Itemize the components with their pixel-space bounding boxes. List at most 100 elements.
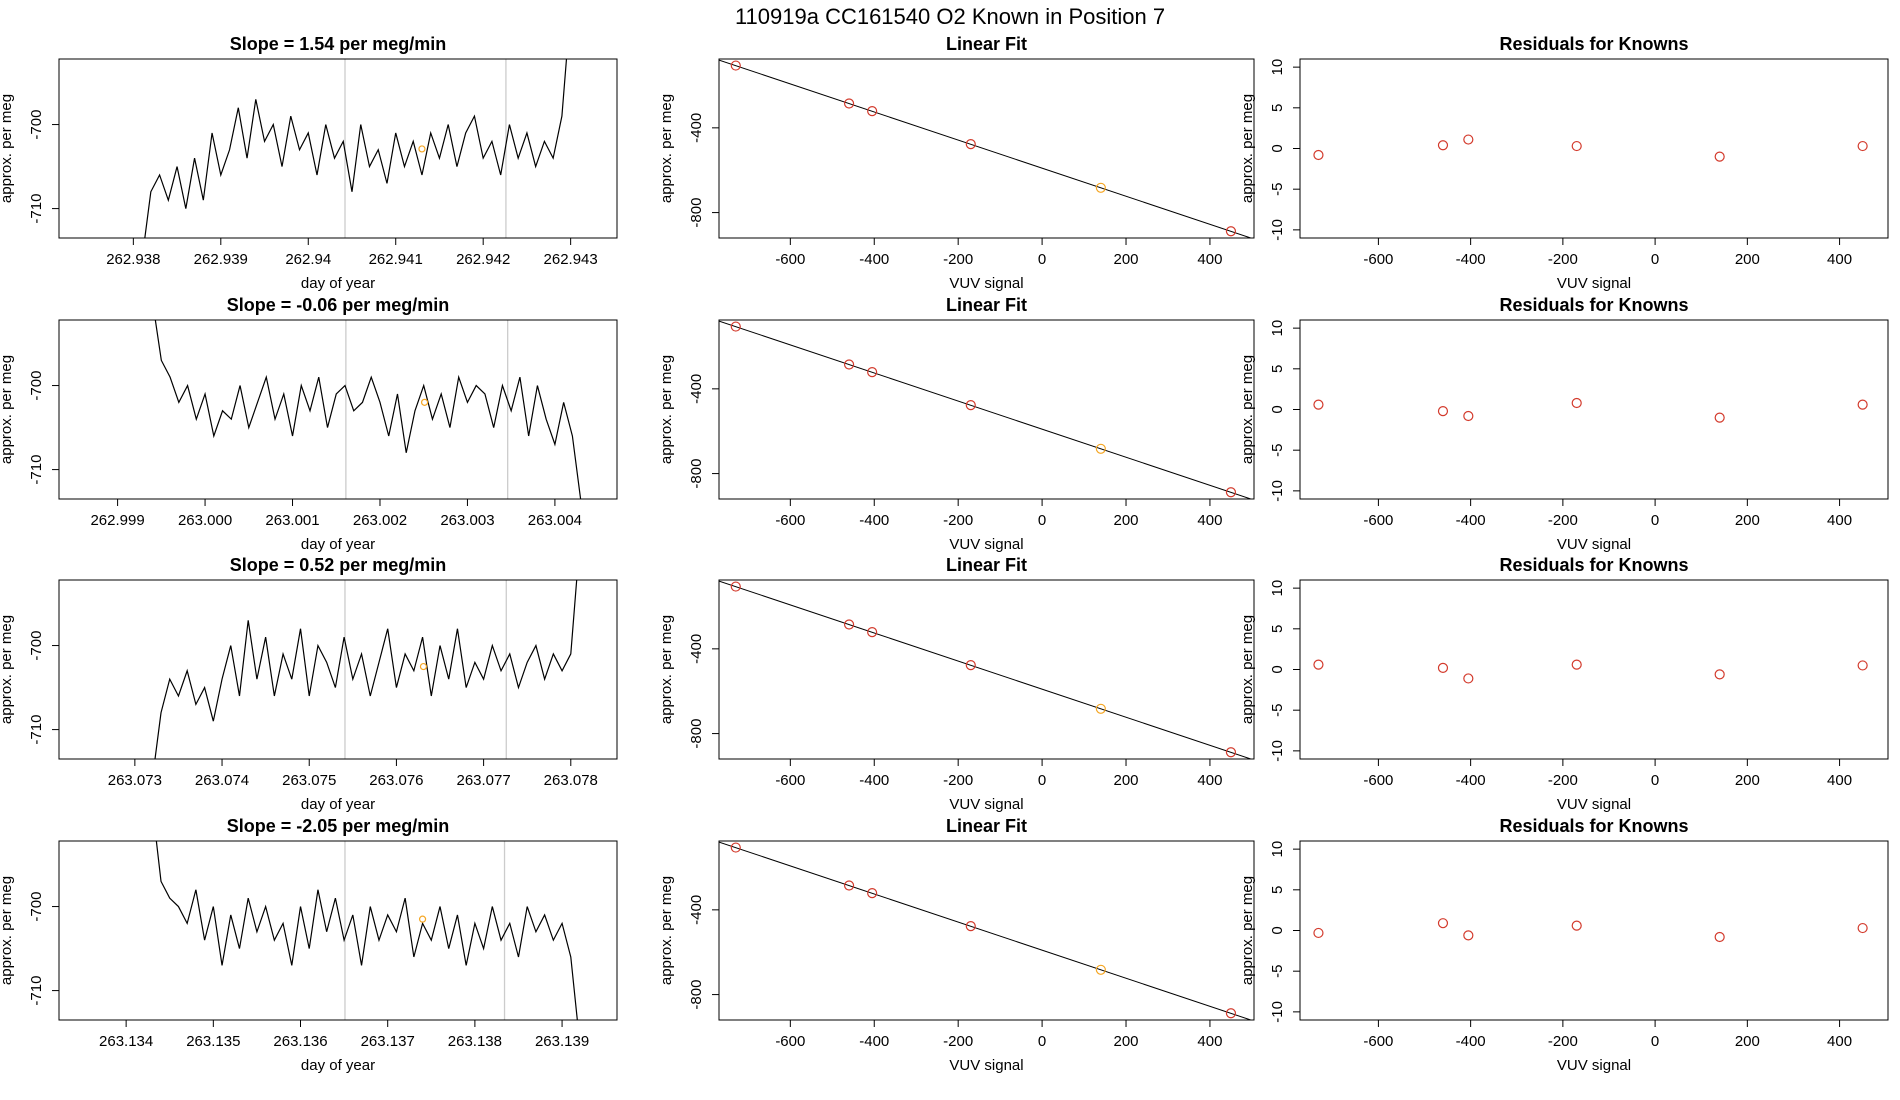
data-point (1463, 134, 1474, 145)
data-point (1714, 412, 1725, 423)
panel: Linear Fit VUV signal approx. per meg -600 -… (658, 555, 1255, 813)
data-point (1857, 922, 1868, 934)
fit-line (719, 580, 1253, 759)
x-tick-label: 263.138 (448, 1033, 502, 1050)
x-tick-label: -400 (1456, 772, 1486, 789)
x-axis-label: VUV signal (949, 536, 1023, 553)
y-axis-label: approx. per meg (658, 94, 675, 203)
x-tick-label: -200 (943, 512, 973, 529)
x-tick-label: -400 (859, 512, 889, 529)
x-axis-label: VUV signal (949, 796, 1023, 813)
fit-line (719, 841, 1253, 1020)
data-point (730, 321, 741, 332)
x-tick-label: 0 (1651, 251, 1659, 268)
plot-frame (58, 579, 618, 760)
series-line (144, 59, 568, 238)
x-tick-label: 200 (1114, 512, 1139, 529)
data-point (1437, 140, 1449, 151)
plot-frame (58, 319, 618, 500)
y-tick-label: 0 (1269, 144, 1286, 152)
x-tick-label: -200 (1548, 772, 1578, 789)
marker-point (418, 915, 427, 923)
x-tick-label: 262.943 (544, 251, 598, 268)
data-point (1313, 399, 1324, 410)
x-axis-label: day of year (301, 1057, 375, 1074)
x-tick-label: 400 (1197, 772, 1222, 789)
data-point (1714, 151, 1725, 162)
x-tick-label: -200 (1548, 512, 1578, 529)
data-point (1571, 659, 1582, 670)
series-line (154, 580, 578, 759)
x-tick-label: 0 (1038, 251, 1046, 268)
plot-frame (1299, 58, 1889, 239)
x-tick-label: 200 (1114, 772, 1139, 789)
y-tick-label: 5 (1269, 625, 1286, 633)
panel-title: Linear Fit (946, 295, 1027, 315)
y-tick-label: 0 (1269, 405, 1286, 413)
data-point (1313, 659, 1324, 670)
x-tick-label: -400 (859, 1033, 889, 1050)
y-tick-label: -800 (688, 198, 705, 228)
data-point (1437, 662, 1449, 673)
panel: Linear Fit VUV signal approx. per meg -600 -… (658, 816, 1255, 1074)
x-tick-label: 262.939 (194, 251, 248, 268)
data-point (965, 400, 976, 411)
y-axis-label: approx. per meg (1239, 615, 1256, 724)
x-tick-label: 263.139 (535, 1033, 589, 1050)
data-point (1095, 964, 1106, 975)
data-point (843, 619, 855, 630)
x-tick-label: 263.078 (544, 772, 598, 789)
x-tick-label: 400 (1197, 512, 1222, 529)
x-tick-label: 200 (1735, 512, 1760, 529)
x-axis-label: day of year (301, 536, 375, 553)
y-axis-label: approx. per meg (1239, 355, 1256, 464)
x-tick-label: 263.003 (440, 512, 494, 529)
x-tick-label: 0 (1038, 772, 1046, 789)
panel: Residuals for Knowns VUV signal approx. pe… (1239, 295, 1889, 553)
x-tick-label: 200 (1114, 1033, 1139, 1050)
data-point (730, 842, 741, 853)
x-tick-label: 263.137 (361, 1033, 415, 1050)
data-point (1857, 399, 1868, 410)
plot-frame (718, 579, 1255, 760)
data-point (1095, 703, 1106, 714)
panel-title: Residuals for Knowns (1499, 816, 1688, 836)
x-tick-label: 400 (1197, 1033, 1222, 1050)
x-tick-label: -600 (775, 512, 805, 529)
x-axis-label: VUV signal (1557, 275, 1631, 292)
data-point (1463, 930, 1474, 941)
marker-point (418, 145, 426, 153)
panel: Slope = -2.05 per meg/min day of year appr… (0, 816, 618, 1074)
data-point (1437, 918, 1449, 929)
x-tick-label: 263.077 (456, 772, 510, 789)
x-tick-label: -600 (775, 251, 805, 268)
data-point (867, 888, 878, 899)
y-tick-label: -5 (1269, 444, 1286, 457)
x-tick-label: -600 (1363, 772, 1393, 789)
x-tick-label: 263.075 (282, 772, 336, 789)
data-point (843, 359, 855, 370)
panel: Slope = 1.54 per meg/min day of year appro… (0, 34, 618, 292)
x-tick-label: 262.94 (285, 251, 331, 268)
plot-frame (58, 840, 618, 1021)
x-tick-label: 400 (1827, 1033, 1852, 1050)
x-axis-label: VUV signal (1557, 536, 1631, 553)
y-tick-label: -700 (28, 371, 45, 401)
x-tick-label: -400 (859, 772, 889, 789)
y-tick-label: -400 (688, 374, 705, 404)
data-point (1714, 931, 1725, 943)
series-line (154, 320, 582, 499)
y-axis-label: approx. per meg (0, 876, 15, 985)
y-tick-label: 0 (1269, 665, 1286, 673)
y-axis-label: approx. per meg (0, 615, 15, 724)
x-tick-label: 262.938 (106, 251, 160, 268)
y-tick-label: -400 (688, 634, 705, 664)
x-tick-label: -400 (1456, 512, 1486, 529)
plot-area (154, 580, 578, 759)
panel-title: Slope = 1.54 per meg/min (230, 34, 447, 54)
data-point (1225, 487, 1237, 498)
plot-area (719, 59, 1253, 238)
data-point (867, 106, 878, 117)
data-point (1095, 182, 1106, 193)
x-tick-label: -600 (775, 772, 805, 789)
